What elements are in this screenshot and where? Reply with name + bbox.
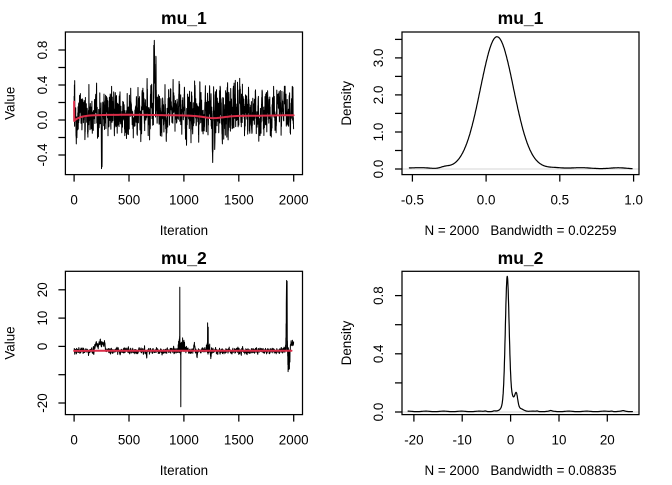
svg-text:Value: Value <box>3 326 18 359</box>
svg-text:20: 20 <box>35 282 50 297</box>
svg-text:0.0: 0.0 <box>477 193 496 208</box>
svg-text:-0.5: -0.5 <box>401 193 424 208</box>
svg-text:0: 0 <box>70 193 77 208</box>
svg-text:1000: 1000 <box>169 193 199 208</box>
svg-text:500: 500 <box>118 193 140 208</box>
svg-text:2000: 2000 <box>279 193 309 208</box>
svg-text:2.0: 2.0 <box>371 86 386 105</box>
svg-text:Density: Density <box>339 320 354 365</box>
svg-text:0.4: 0.4 <box>35 75 50 94</box>
svg-text:1000: 1000 <box>169 433 199 448</box>
svg-text:3.0: 3.0 <box>371 49 386 68</box>
svg-text:Iteration: Iteration <box>160 463 208 478</box>
svg-text:mu_2: mu_2 <box>161 248 207 268</box>
svg-text:0.0: 0.0 <box>35 111 50 130</box>
svg-text:10: 10 <box>35 311 50 326</box>
svg-text:-0.4: -0.4 <box>35 143 50 167</box>
svg-text:0.0: 0.0 <box>371 160 386 179</box>
svg-text:mu_1: mu_1 <box>498 8 544 28</box>
svg-text:mu_2: mu_2 <box>498 248 544 268</box>
svg-text:0.0: 0.0 <box>371 403 386 422</box>
svg-text:N = 2000 Bandwidth = 0.02259: N = 2000 Bandwidth = 0.02259 <box>424 223 616 238</box>
svg-text:1.0: 1.0 <box>624 193 643 208</box>
svg-text:10: 10 <box>552 433 567 448</box>
svg-text:0.5: 0.5 <box>550 193 569 208</box>
svg-text:2000: 2000 <box>279 433 309 448</box>
svg-text:0: 0 <box>507 433 514 448</box>
svg-text:0.8: 0.8 <box>371 286 386 305</box>
svg-text:-10: -10 <box>453 433 472 448</box>
svg-text:0: 0 <box>35 343 50 350</box>
svg-text:20: 20 <box>600 433 615 448</box>
svg-text:Density: Density <box>339 81 354 126</box>
svg-text:500: 500 <box>118 433 140 448</box>
svg-text:1500: 1500 <box>224 433 254 448</box>
svg-text:0: 0 <box>70 433 77 448</box>
svg-text:1.0: 1.0 <box>371 123 386 142</box>
svg-text:N = 2000 Bandwidth = 0.08835: N = 2000 Bandwidth = 0.08835 <box>424 463 616 478</box>
svg-text:Iteration: Iteration <box>160 223 208 238</box>
svg-text:-20: -20 <box>35 393 50 412</box>
svg-text:0.4: 0.4 <box>371 344 386 363</box>
svg-text:Value: Value <box>3 87 18 120</box>
svg-text:mu_1: mu_1 <box>161 8 207 28</box>
svg-text:-20: -20 <box>404 433 423 448</box>
svg-text:1500: 1500 <box>224 193 254 208</box>
svg-text:0.8: 0.8 <box>35 41 50 60</box>
